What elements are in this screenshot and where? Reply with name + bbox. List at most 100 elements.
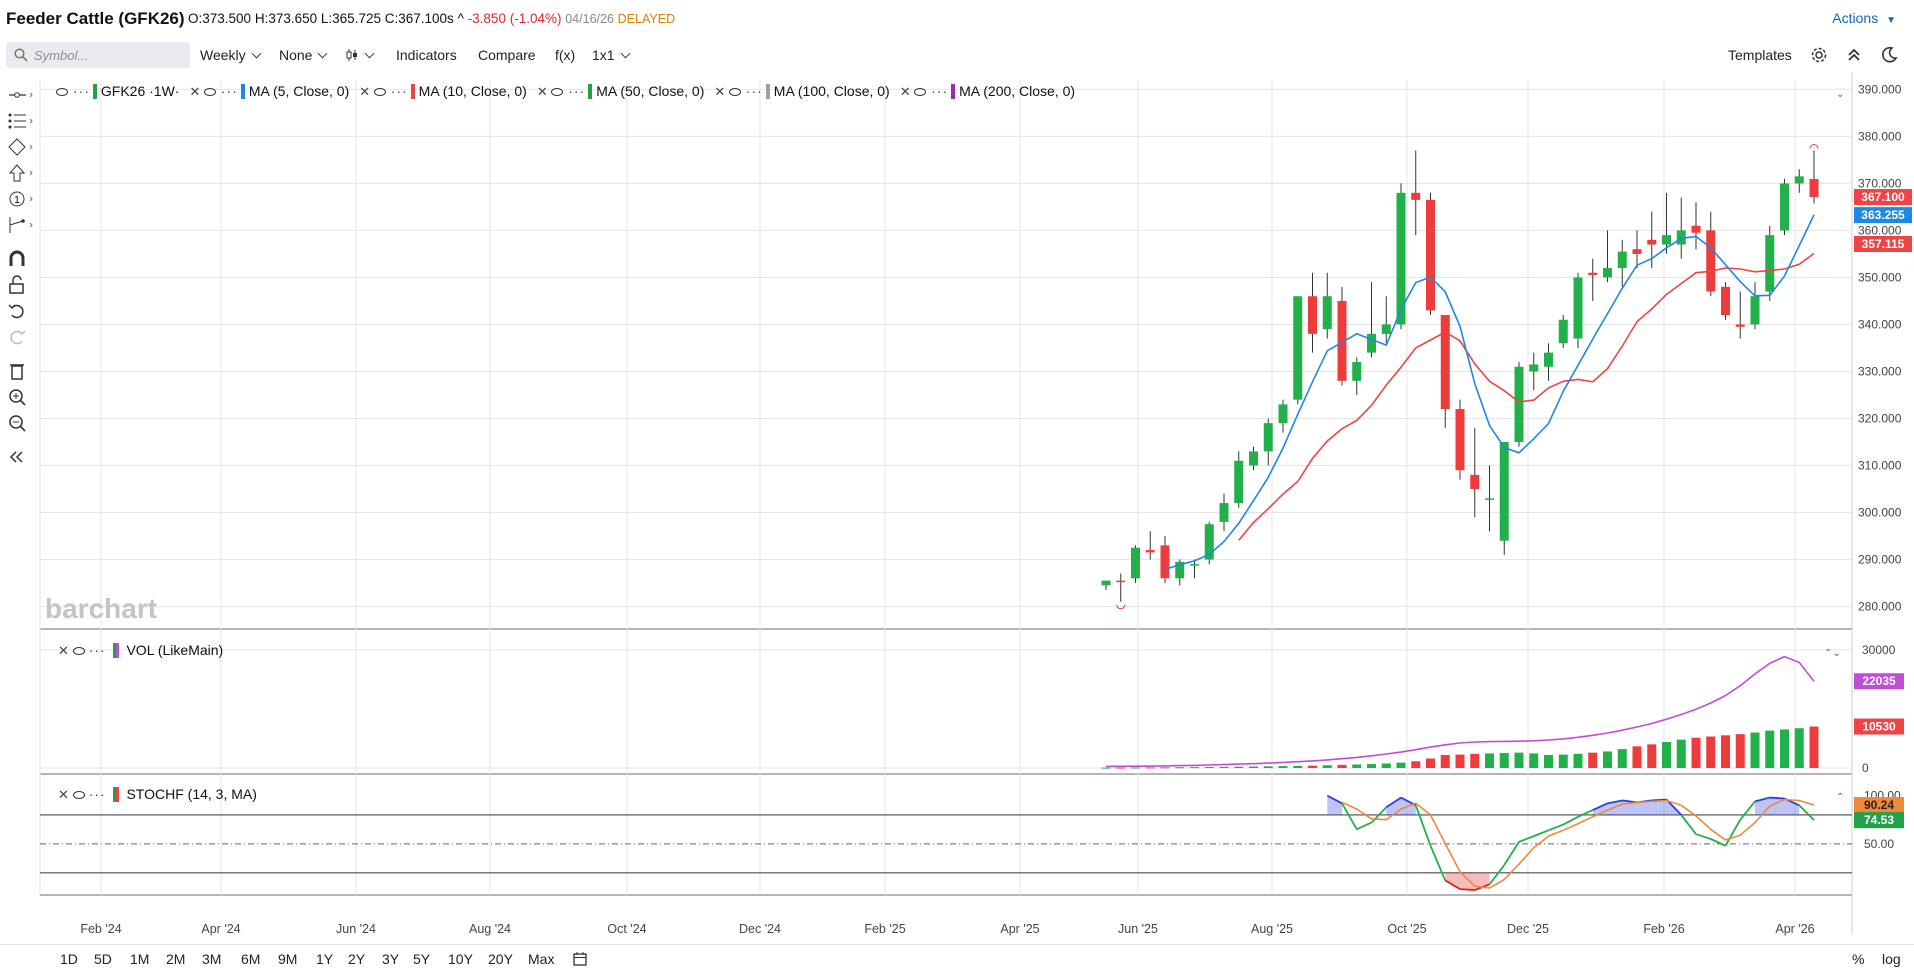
range-button-3y[interactable]: 3Y <box>382 951 400 967</box>
unlock-icon[interactable] <box>6 274 36 296</box>
change-value: -3.850 (-1.04%) <box>467 11 562 26</box>
legend-label: MA (5, Close, 0) <box>248 83 350 99</box>
eye-icon[interactable] <box>56 88 68 96</box>
zoom-in-icon[interactable] <box>6 386 36 408</box>
fx-button[interactable]: f(x) <box>555 47 576 63</box>
time-tick-label: Feb '26 <box>1643 922 1684 936</box>
arrow-tool-icon[interactable] <box>6 162 36 184</box>
range-button-max[interactable]: Max <box>528 951 555 967</box>
eye-icon[interactable] <box>72 791 85 799</box>
redo-icon[interactable] <box>6 326 36 348</box>
more-icon[interactable]: ··· <box>563 83 586 99</box>
candle-up <box>1529 364 1539 372</box>
main-legend: ··· GFK26 ·1W· ✕ ··· MA (5, Close, 0) ✕ ··· M… <box>56 83 1085 100</box>
eye-icon[interactable] <box>728 88 741 96</box>
compare-mode-select[interactable]: None <box>279 47 328 63</box>
crosshair-tool-icon[interactable] <box>6 84 36 106</box>
calendar-icon[interactable] <box>572 951 588 967</box>
dark-mode-moon-icon[interactable] <box>1880 46 1898 64</box>
close-icon[interactable]: ✕ <box>714 84 729 99</box>
stoch-d-line <box>1341 798 1815 889</box>
volume-bar <box>1204 767 1214 769</box>
legend-label: MA (10, Close, 0) <box>418 83 527 99</box>
eye-icon[interactable] <box>914 88 927 96</box>
chart-type-select[interactable] <box>345 47 375 63</box>
range-button-1m[interactable]: 1M <box>130 951 150 967</box>
close-icon[interactable]: ✕ <box>359 84 374 99</box>
range-button-5y[interactable]: 5Y <box>413 951 431 967</box>
shapes-tool-icon[interactable] <box>6 136 36 158</box>
percent-scale-button[interactable]: % <box>1852 951 1865 967</box>
annotation-tool-icon[interactable]: 1 <box>6 188 36 210</box>
collapse-toolbar-icon[interactable] <box>6 446 36 468</box>
eye-icon[interactable] <box>373 88 386 96</box>
undo-icon[interactable] <box>6 300 36 322</box>
lines-tool-icon[interactable] <box>6 110 36 132</box>
volume-bar <box>1676 739 1686 768</box>
range-button-20y[interactable]: 20Y <box>488 951 513 967</box>
legend-item[interactable]: ✕ ··· MA (10, Close, 0) <box>359 83 527 99</box>
close-icon[interactable]: ✕ <box>58 787 69 802</box>
legend-item[interactable]: ✕ ··· MA (50, Close, 0) <box>536 83 704 99</box>
range-button-2m[interactable]: 2M <box>166 951 186 967</box>
price-badge: 357.115 <box>1854 235 1912 252</box>
candle-up <box>1352 362 1362 381</box>
legend-item[interactable]: ✕ ··· MA (5, Close, 0) <box>189 83 349 99</box>
volume-bar <box>1322 765 1332 768</box>
layout-select[interactable]: 1x1 <box>592 47 631 63</box>
more-icon[interactable]: ··· <box>215 83 238 99</box>
pane-chevron-icon: ⌄ <box>1836 89 1844 100</box>
more-icon[interactable]: ··· <box>68 83 90 99</box>
legend-item[interactable]: ✕ ··· MA (200, Close, 0) <box>900 83 1075 99</box>
gear-icon[interactable] <box>1810 46 1828 64</box>
range-button-9m[interactable]: 9M <box>278 951 298 967</box>
legend-item[interactable]: ··· GFK26 ·1W· <box>56 83 179 99</box>
more-icon[interactable]: ··· <box>926 83 949 99</box>
candle-up <box>1558 319 1568 344</box>
close-icon[interactable]: ✕ <box>536 84 552 99</box>
range-button-5d[interactable]: 5D <box>94 951 112 967</box>
candle-up <box>1293 296 1303 400</box>
range-button-3m[interactable]: 3M <box>202 951 222 967</box>
price-badge-bg <box>1854 189 1912 206</box>
range-button-1y[interactable]: 1Y <box>316 951 334 967</box>
eye-icon[interactable] <box>551 88 564 96</box>
eye-icon[interactable] <box>72 647 85 655</box>
volume-bar <box>1308 765 1317 768</box>
more-icon[interactable]: ··· <box>88 642 106 658</box>
range-button-1d[interactable]: 1D <box>60 951 78 967</box>
range-button-2y[interactable]: 2Y <box>348 951 366 967</box>
close-icon[interactable]: ✕ <box>58 643 69 658</box>
volume-bar <box>1175 767 1185 769</box>
magnet-icon[interactable] <box>6 248 36 270</box>
trash-icon[interactable] <box>6 360 36 382</box>
compare-button[interactable]: Compare <box>478 47 536 63</box>
templates-button[interactable]: Templates <box>1728 47 1792 63</box>
zoom-out-icon[interactable] <box>6 412 36 434</box>
close-icon[interactable]: ✕ <box>189 84 204 99</box>
legend-item[interactable]: ✕ ··· MA (100, Close, 0) <box>714 83 890 99</box>
more-icon[interactable]: ··· <box>88 786 106 802</box>
more-icon[interactable]: ··· <box>385 83 408 99</box>
stoch-badge-label: 74.53 <box>1864 813 1894 827</box>
volume-badge-label: 22035 <box>1862 674 1896 688</box>
close-icon[interactable]: ✕ <box>899 84 915 99</box>
measure-tool-icon[interactable] <box>6 214 36 236</box>
volume-bar <box>1544 755 1553 768</box>
range-button-10y[interactable]: 10Y <box>448 951 473 967</box>
collapse-up-icon[interactable] <box>1846 46 1862 64</box>
volume-bar <box>1603 751 1612 768</box>
actions-menu[interactable]: Actions ▼ <box>1832 10 1896 26</box>
volume-bar <box>1145 767 1155 769</box>
log-scale-button[interactable]: log <box>1882 951 1901 967</box>
range-button-6m[interactable]: 6M <box>241 951 261 967</box>
stoch-tick-label: 50.00 <box>1864 837 1894 851</box>
chevron-down-icon <box>620 48 631 59</box>
chart-canvas[interactable]: 390.000 380.000 370.000 360.000 350.000 340.0… <box>0 72 1914 944</box>
more-icon[interactable]: ··· <box>740 83 763 99</box>
eye-icon[interactable] <box>203 88 216 96</box>
indicators-button[interactable]: Indicators <box>396 47 457 63</box>
symbol-search[interactable]: Symbol... <box>6 42 190 68</box>
high-value: H:373.650 <box>254 11 318 26</box>
interval-select[interactable]: Weekly <box>200 47 262 63</box>
